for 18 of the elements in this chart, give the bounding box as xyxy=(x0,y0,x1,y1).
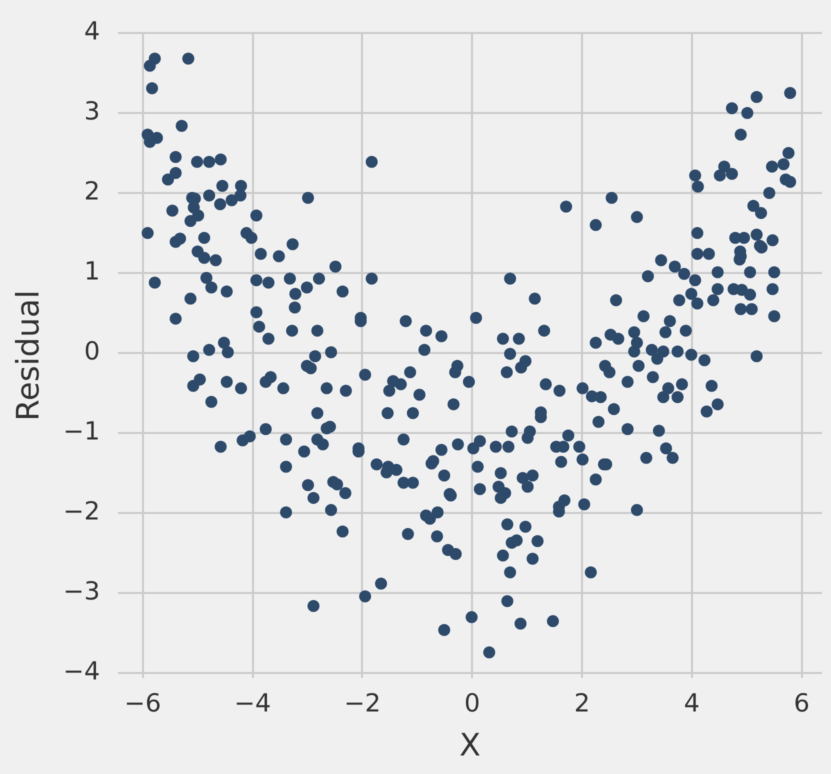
x-tick-label: −4 xyxy=(234,688,271,718)
x-tick-label: −6 xyxy=(124,688,162,718)
y-tick-label: 2 xyxy=(84,176,100,206)
x-axis-title: X xyxy=(459,727,481,764)
y-tick-label: 3 xyxy=(84,96,100,126)
y-tick-label: −1 xyxy=(63,416,100,446)
x-tick-label: −2 xyxy=(344,688,381,718)
y-tick-label: −4 xyxy=(63,656,100,686)
x-tick-label: 4 xyxy=(684,688,700,718)
x-tick-label: 6 xyxy=(794,688,810,718)
y-tick-label: −2 xyxy=(63,496,100,526)
x-tick-label: 0 xyxy=(464,688,480,718)
y-tick-label: 0 xyxy=(84,336,100,366)
y-axis-title: Residual xyxy=(10,290,47,421)
y-tick-label: 4 xyxy=(84,16,100,46)
y-tick-label: 1 xyxy=(84,256,100,286)
y-tick-label: −3 xyxy=(63,576,100,606)
x-tick-label: 2 xyxy=(574,688,590,718)
